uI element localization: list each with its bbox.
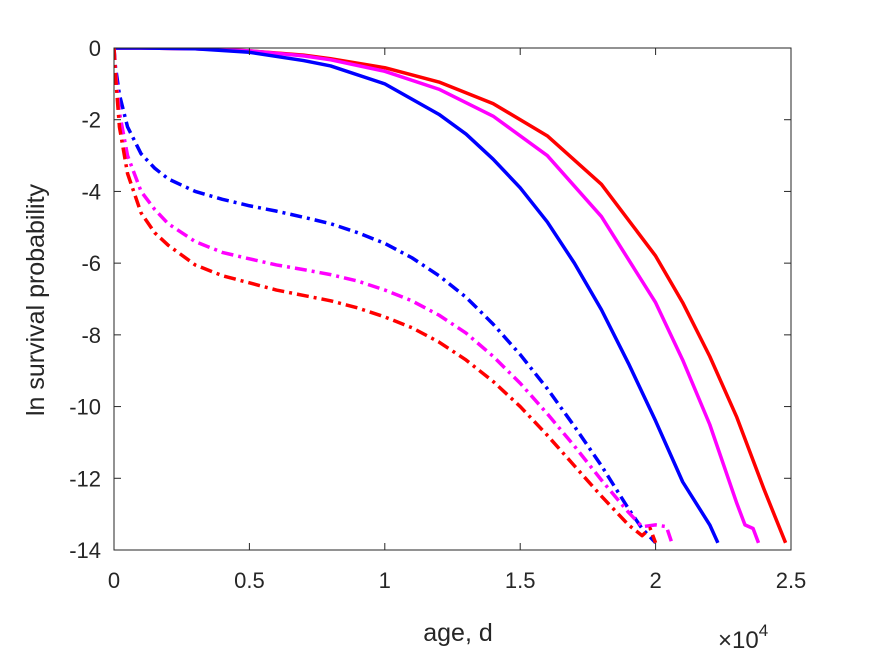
x-tick-label: 2: [649, 568, 661, 593]
y-tick-label: -6: [81, 251, 101, 276]
x-axis-exponent-power: 4: [759, 621, 768, 640]
y-tick-label: -8: [81, 323, 101, 348]
y-tick-label: -4: [81, 179, 101, 204]
y-tick-label: -14: [69, 538, 101, 563]
x-axis-exponent-base: ×10: [718, 627, 759, 654]
y-tick-label: -12: [69, 466, 101, 491]
series-line-3: [114, 48, 657, 545]
y-axis-label: ln survival probability: [22, 183, 50, 416]
y-tick-label: -2: [81, 108, 101, 133]
series-line-5: [114, 48, 658, 544]
x-axis-exponent: ×104: [718, 621, 768, 654]
x-tick-label: 0.5: [234, 568, 265, 593]
x-tick-label: 1: [379, 568, 391, 593]
x-tick-label: 0: [108, 568, 120, 593]
ticks-layer: 0 0.5 1 1.5 2 2.5 0 -2 -4 -6 -8 -10 -12 -14: [69, 36, 806, 593]
series-line-4: [114, 48, 674, 544]
x-tick-label: 2.5: [776, 568, 807, 593]
plot-frame: [113, 47, 792, 551]
x-tick-label: 1.5: [505, 568, 536, 593]
y-tick-label: 0: [89, 36, 101, 61]
y-tick-label: -10: [69, 395, 101, 420]
x-axis-label: age, d: [423, 619, 493, 647]
